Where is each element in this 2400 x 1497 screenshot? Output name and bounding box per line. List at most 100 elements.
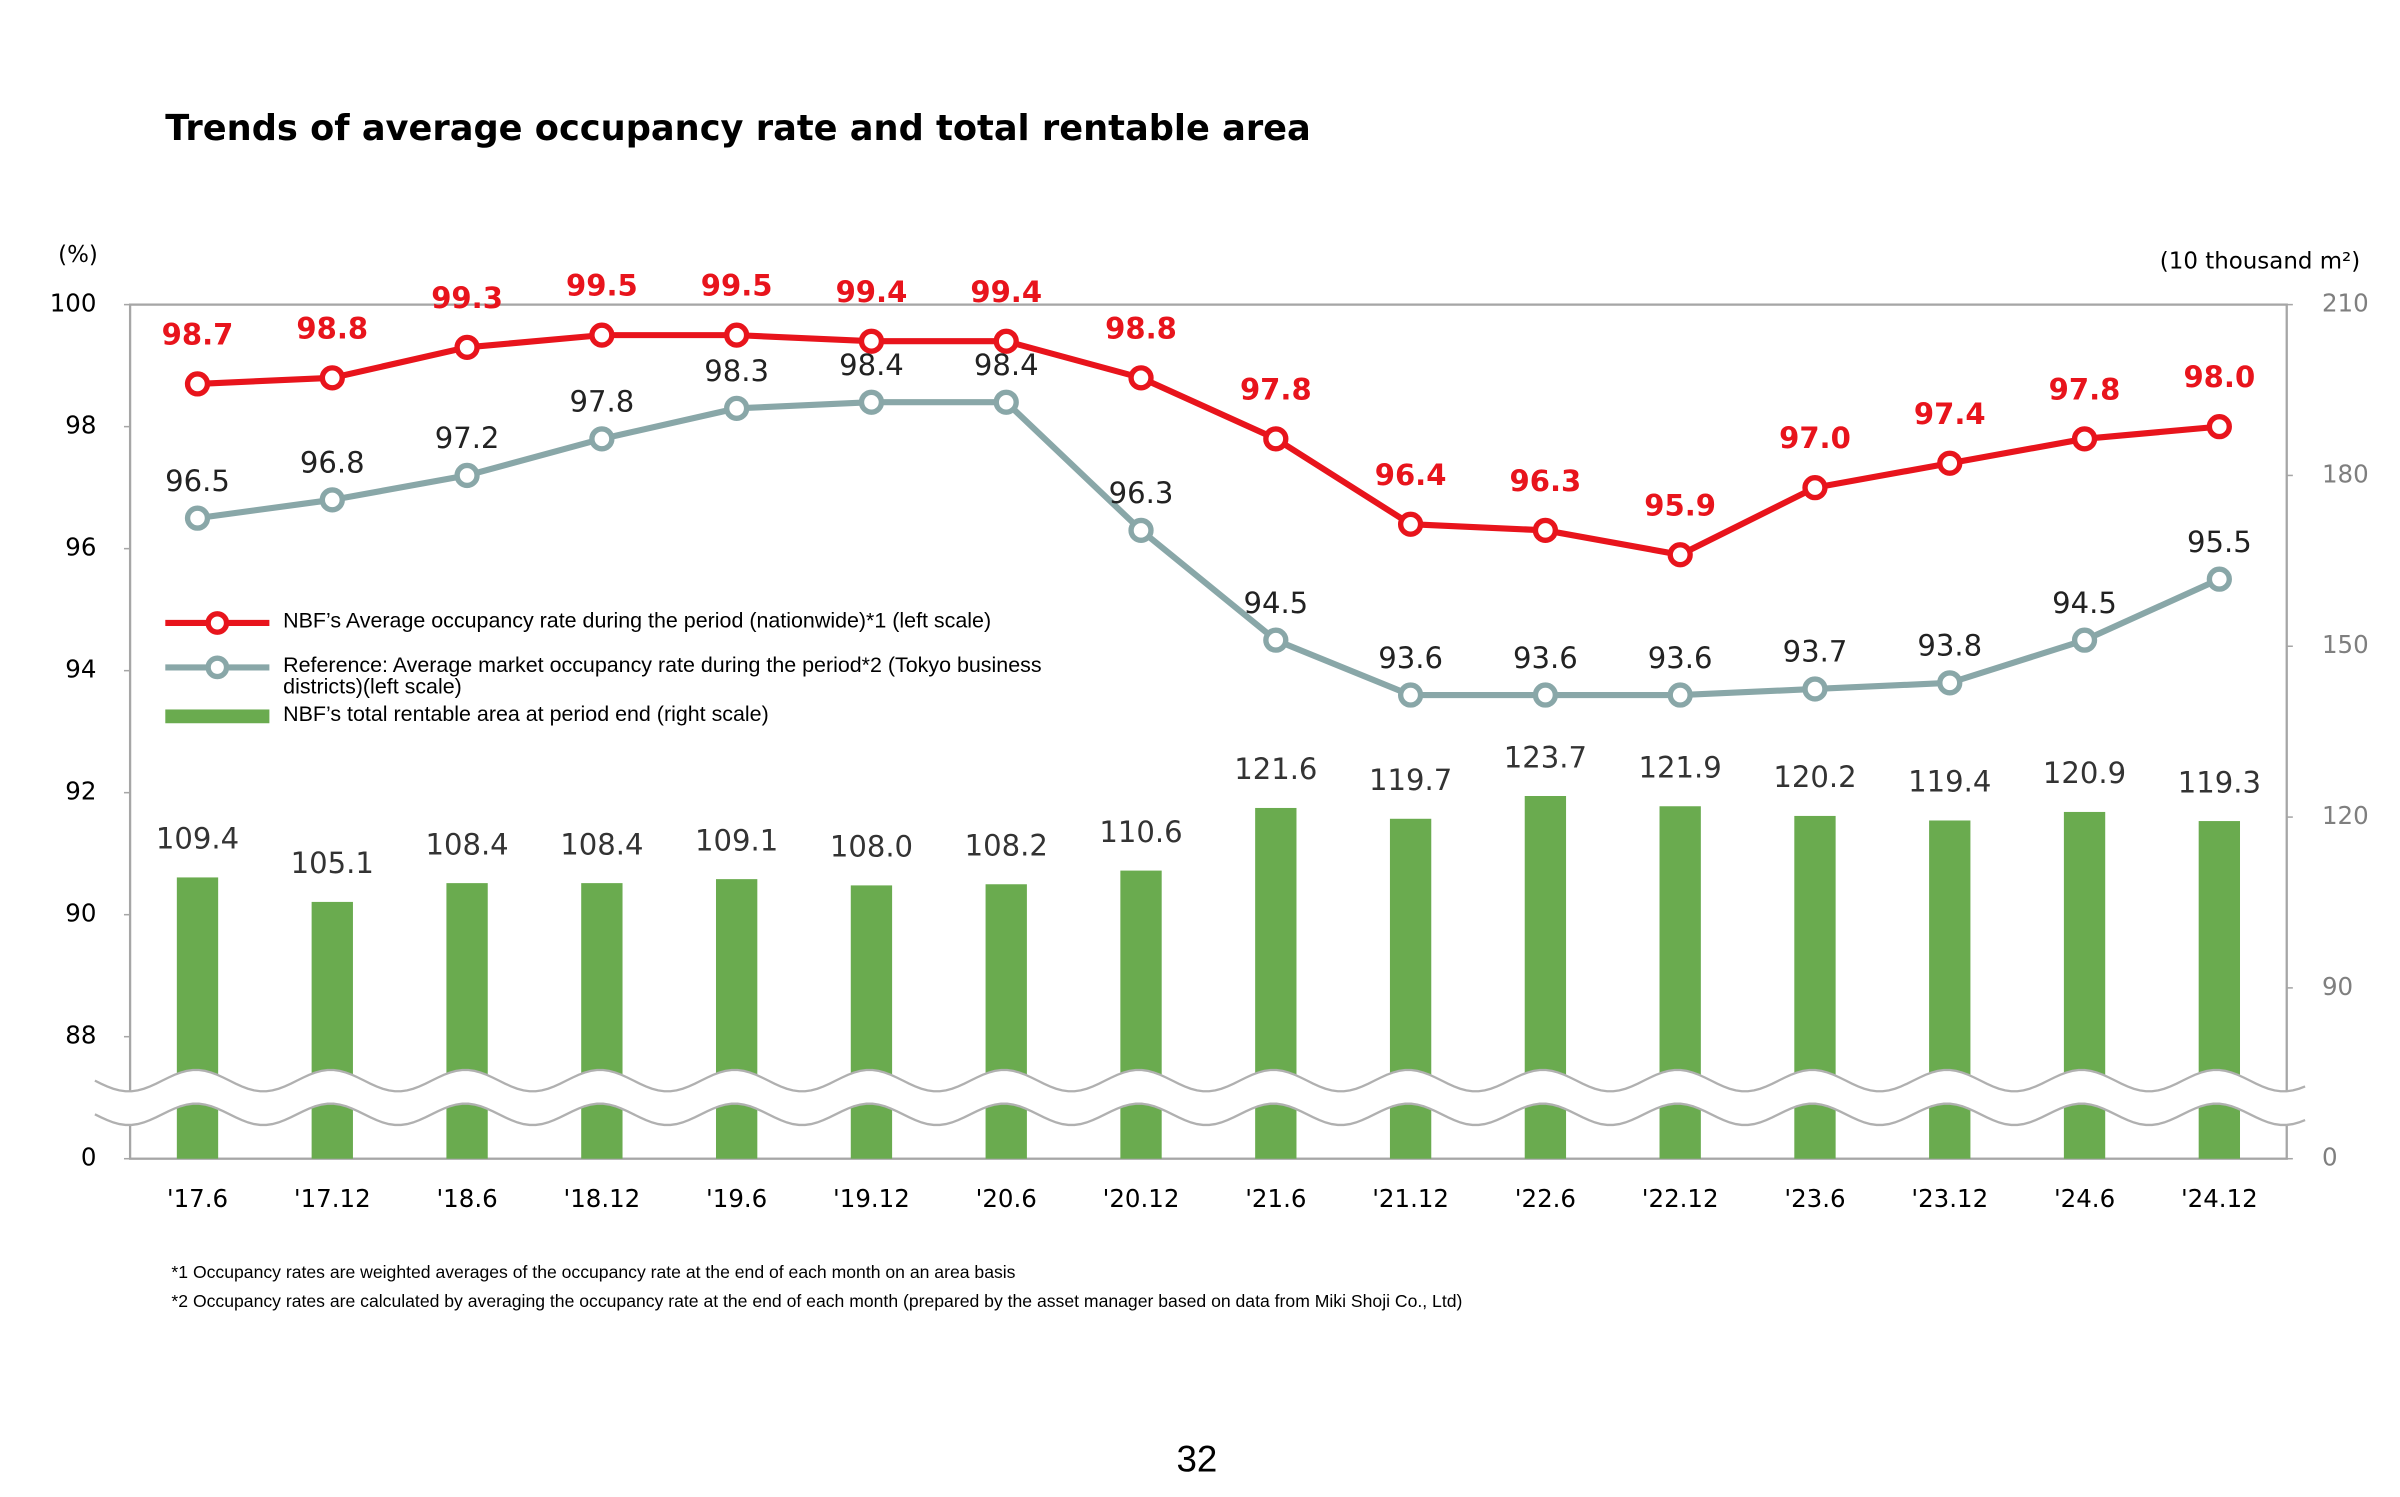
bar-label: 119.4 — [1908, 765, 1991, 799]
x-tick-label: '21.6 — [1245, 1184, 1306, 1213]
line-label: 97.0 — [1779, 421, 1851, 455]
marker — [2206, 566, 2232, 592]
y-tick-label: 92 — [65, 777, 96, 806]
x-tick-label: '18.12 — [563, 1184, 640, 1213]
marker — [1937, 670, 1963, 696]
x-tick-label: '20.12 — [1103, 1184, 1180, 1213]
marker — [993, 389, 1019, 415]
line-label: 99.5 — [701, 269, 773, 303]
legend-label: NBF’s total rentable area at period end … — [283, 702, 769, 726]
legend-label: Reference: Average market occupancy rate… — [283, 653, 1042, 698]
marker — [319, 365, 345, 391]
legend-entry: NBF’s total rentable area at period end … — [283, 702, 769, 726]
y2-tick-label: 180 — [2322, 459, 2369, 488]
line-label: 98.7 — [162, 317, 234, 351]
marker — [184, 371, 211, 397]
line — [197, 332, 2220, 558]
line-label: 93.8 — [1917, 629, 1982, 663]
marker — [1667, 542, 1693, 568]
bar-label: 105.1 — [291, 846, 374, 880]
line-label: 98.3 — [704, 354, 769, 388]
legend-entry: NBF’s Average occupancy rate during the … — [283, 609, 991, 630]
marker — [724, 395, 750, 421]
line-label: 96.8 — [300, 446, 365, 480]
marker — [2071, 426, 2098, 452]
marker — [319, 487, 345, 513]
line-label: 98.4 — [839, 348, 904, 382]
bar — [311, 901, 353, 1159]
legend-marker — [205, 655, 230, 680]
marker — [1667, 682, 1693, 708]
line-label: 97.2 — [435, 421, 500, 455]
plot-frame — [128, 303, 2288, 1160]
line-label: 93.6 — [1378, 641, 1443, 675]
y-tick-label: 100 — [50, 289, 97, 318]
bar-label: 121.9 — [1639, 751, 1722, 785]
line-label: 98.8 — [1105, 311, 1177, 345]
bar-label: 110.6 — [1099, 815, 1182, 849]
line-label: 95.9 — [1644, 488, 1716, 522]
y2-unit: (10 thousand m²) — [2160, 248, 2360, 274]
axis-break-band — [94, 1070, 2306, 1125]
x-tick-label: '23.12 — [1911, 1184, 1988, 1213]
line-label: 99.4 — [836, 275, 908, 309]
y-tick-label: 94 — [65, 655, 96, 684]
bar-label: 108.4 — [560, 827, 643, 861]
line-label: 98.0 — [2183, 360, 2255, 394]
line-label: 99.5 — [566, 269, 638, 303]
marker — [724, 322, 750, 348]
line-label: 96.3 — [1510, 464, 1582, 498]
bar-label: 109.1 — [695, 823, 778, 857]
line-label: 97.4 — [1914, 397, 1986, 431]
marker — [1532, 682, 1559, 708]
marker — [184, 505, 211, 531]
marker — [2206, 414, 2232, 440]
x-tick-label: '19.6 — [706, 1184, 767, 1213]
page-number: 32 — [1177, 1438, 1218, 1479]
x-tick-label: '17.6 — [167, 1184, 228, 1213]
y-tick-label: 88 — [65, 1021, 96, 1050]
x-tick-label: '22.6 — [1515, 1184, 1576, 1213]
marker — [993, 328, 1019, 354]
marker — [1532, 517, 1559, 543]
x-tick-label: '18.6 — [436, 1184, 497, 1213]
bar-label: 108.2 — [965, 829, 1048, 863]
marker — [1128, 365, 1154, 391]
bar — [581, 883, 623, 1159]
x-tick-label: '20.6 — [976, 1184, 1037, 1213]
line-label: 99.3 — [431, 281, 503, 315]
marker — [1397, 682, 1424, 708]
y-tick-label: 98 — [65, 411, 96, 440]
x-tick-label: '19.12 — [833, 1184, 910, 1213]
marker — [589, 426, 615, 452]
bar-label: 123.7 — [1504, 740, 1587, 774]
y-tick-label: 96 — [65, 533, 96, 562]
line-label: 94.5 — [2052, 586, 2117, 620]
x-tick-label: '24.6 — [2054, 1184, 2115, 1213]
bar-label: 108.0 — [830, 830, 913, 864]
line-label: 97.8 — [1240, 372, 1312, 406]
line-label: 96.5 — [165, 464, 230, 498]
y2-tick-label: 150 — [2322, 630, 2369, 659]
line — [197, 399, 2221, 699]
line-label: 98.8 — [296, 311, 368, 345]
legend-entry: Reference: Average market occupancy rate… — [283, 653, 1042, 698]
y2-tick-label: 120 — [2322, 801, 2369, 830]
y2-tick-label: 90 — [2322, 972, 2353, 1001]
bar-label: 109.4 — [156, 822, 239, 856]
footnote: *2 Occupancy rates are calculated by ave… — [171, 1291, 1462, 1311]
legend-swatch — [165, 709, 270, 724]
marker — [1263, 627, 1289, 653]
marker — [1397, 511, 1424, 537]
y2-tick-label: 210 — [2322, 289, 2369, 318]
y2-tick-label: 0 — [2322, 1143, 2338, 1172]
marker — [1128, 517, 1154, 543]
line-label: 93.7 — [1783, 635, 1848, 669]
footnote: *1 Occupancy rates are weighted averages… — [171, 1262, 1015, 1282]
marker — [858, 389, 885, 415]
line-label: 93.6 — [1648, 641, 1713, 675]
bar — [850, 885, 893, 1159]
bar — [715, 879, 758, 1159]
line-label: 93.6 — [1513, 641, 1578, 675]
